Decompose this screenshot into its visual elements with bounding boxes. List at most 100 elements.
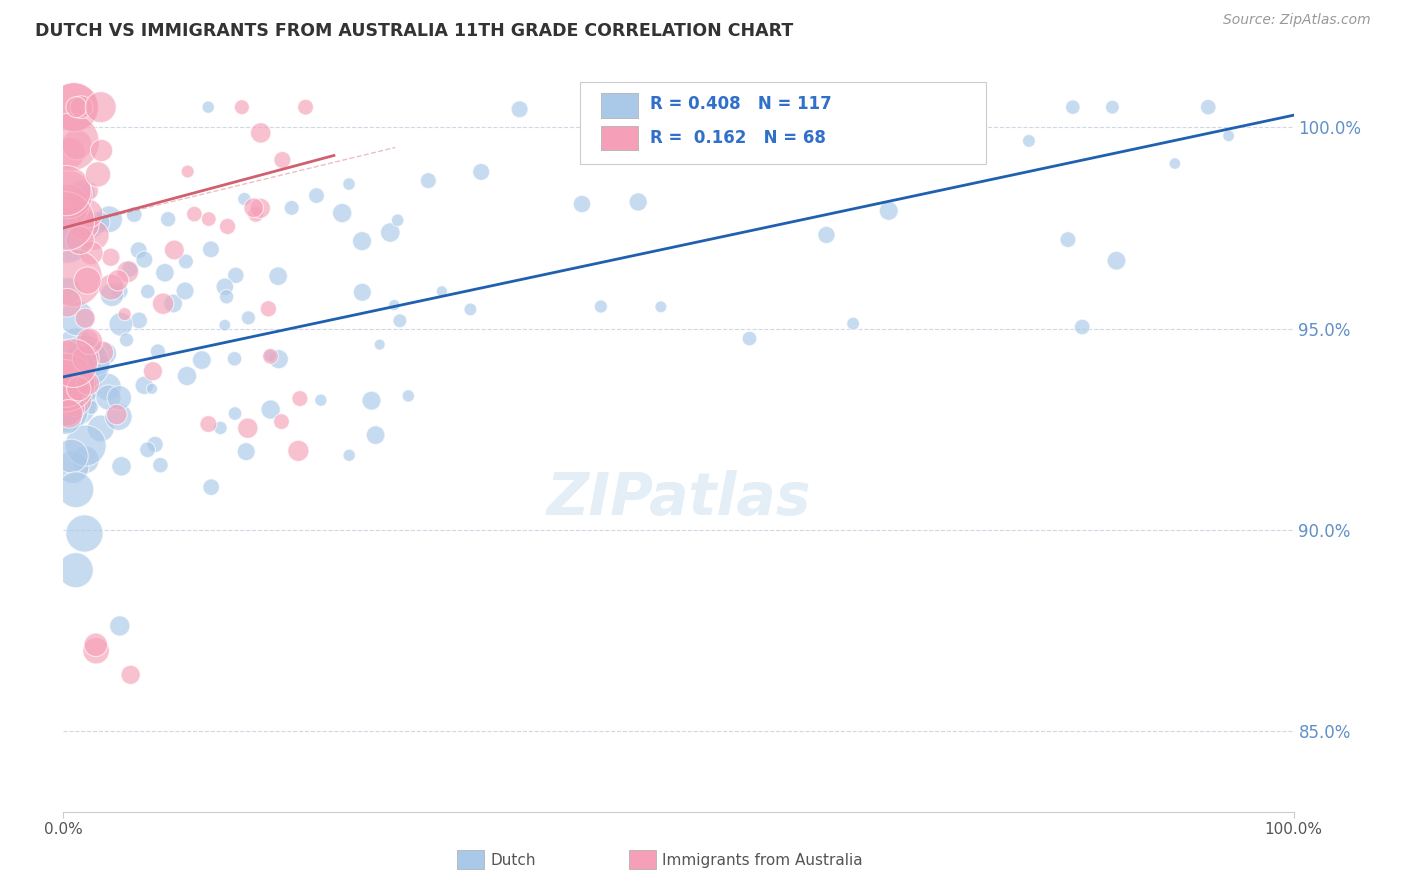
Point	[249, 202, 271, 216]
Point	[76, 376, 98, 390]
Point	[62, 271, 84, 285]
Point	[214, 280, 236, 294]
Text: DUTCH VS IMMIGRANTS FROM AUSTRALIA 11TH GRADE CORRELATION CHART: DUTCH VS IMMIGRANTS FROM AUSTRALIA 11TH …	[35, 22, 793, 40]
Point	[94, 346, 117, 360]
FancyBboxPatch shape	[579, 82, 986, 164]
Point	[77, 207, 100, 221]
Point	[337, 448, 360, 462]
FancyBboxPatch shape	[600, 126, 638, 151]
Point	[98, 212, 121, 227]
Point	[249, 126, 271, 140]
Point	[101, 287, 124, 301]
Point	[267, 269, 290, 284]
Point	[877, 203, 900, 218]
Point	[157, 212, 180, 227]
Point	[53, 376, 76, 391]
Point	[153, 266, 176, 280]
Point	[62, 356, 84, 370]
Text: R =  0.162   N = 68: R = 0.162 N = 68	[650, 128, 825, 146]
Point	[65, 563, 87, 577]
FancyBboxPatch shape	[457, 850, 484, 869]
Point	[1105, 253, 1128, 268]
Point	[242, 201, 264, 215]
Point	[75, 357, 97, 371]
Point	[287, 443, 309, 458]
Point	[305, 188, 328, 202]
Point	[62, 397, 84, 411]
Point	[330, 206, 353, 220]
Point	[56, 233, 79, 247]
Point	[267, 352, 290, 367]
Point	[200, 243, 222, 257]
Point	[368, 337, 391, 351]
Point	[360, 393, 382, 408]
Point	[197, 212, 219, 227]
Point	[87, 358, 110, 372]
Point	[63, 360, 86, 375]
Point	[280, 201, 302, 215]
Point	[107, 273, 129, 287]
Point	[100, 250, 122, 264]
Point	[62, 385, 84, 400]
Point	[90, 144, 112, 158]
Point	[337, 177, 360, 191]
Point	[66, 311, 89, 326]
Point	[146, 344, 169, 359]
Point	[946, 126, 969, 140]
Point	[58, 187, 80, 202]
Point	[387, 213, 409, 227]
Point	[70, 186, 93, 201]
Point	[70, 100, 93, 114]
Point	[388, 314, 411, 328]
Point	[107, 409, 129, 424]
Point	[309, 393, 332, 408]
Point	[105, 408, 128, 422]
Point	[56, 295, 79, 310]
Point	[65, 338, 87, 352]
Text: Immigrants from Australia: Immigrants from Australia	[662, 853, 863, 868]
Text: Source: ZipAtlas.com: Source: ZipAtlas.com	[1223, 13, 1371, 28]
Point	[176, 368, 198, 383]
Point	[79, 334, 101, 349]
Point	[209, 421, 232, 435]
Point	[90, 100, 112, 114]
Point	[72, 218, 94, 232]
Point	[200, 480, 222, 494]
Point	[63, 100, 86, 114]
Point	[245, 207, 267, 221]
Point	[69, 233, 91, 247]
Point	[73, 526, 96, 541]
Point	[650, 300, 672, 314]
Point	[460, 302, 482, 317]
Point	[271, 153, 294, 167]
Point	[380, 226, 402, 240]
Point	[75, 438, 97, 452]
Point	[174, 284, 197, 298]
Point	[60, 449, 83, 463]
Point	[571, 197, 593, 211]
Point	[1197, 100, 1219, 114]
Point	[110, 318, 132, 332]
Point	[136, 285, 159, 299]
Point	[97, 391, 120, 405]
Point	[943, 100, 966, 114]
Point	[58, 407, 80, 421]
Point	[115, 333, 138, 347]
Point	[1101, 100, 1123, 114]
Point	[183, 207, 205, 221]
Point	[418, 174, 440, 188]
Point	[59, 145, 82, 160]
Point	[55, 400, 77, 414]
Point	[509, 103, 531, 117]
Point	[76, 274, 98, 288]
Point	[66, 137, 89, 152]
Text: ZIPatlas: ZIPatlas	[546, 470, 811, 527]
Point	[236, 421, 259, 435]
Point	[56, 284, 79, 298]
Point	[235, 444, 257, 458]
Point	[270, 415, 292, 429]
Point	[53, 355, 76, 369]
Point	[174, 254, 197, 268]
Point	[63, 392, 86, 406]
Point	[122, 208, 145, 222]
